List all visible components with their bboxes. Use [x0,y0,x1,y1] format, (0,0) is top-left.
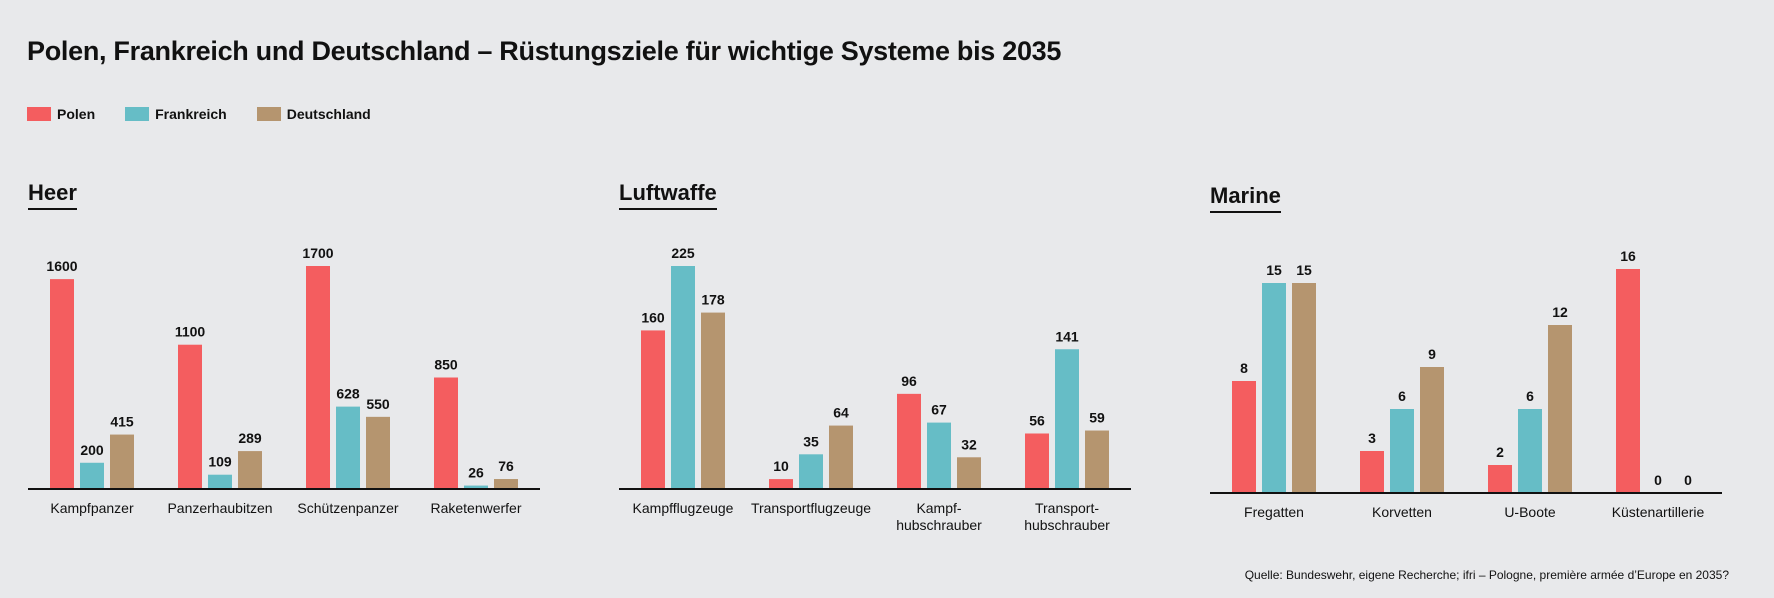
bar-marine-1-2 [1420,367,1444,493]
data-label-marine-3-2: 0 [1684,472,1692,488]
bar-luftwaffe-0-2 [701,312,725,489]
bar-heer-1-1 [208,474,232,489]
category-label-heer-0: Kampfpanzer [50,500,134,516]
data-label-heer-1-0: 1100 [175,324,206,340]
bar-luftwaffe-3-1 [1055,349,1079,489]
data-label-marine-0-2: 15 [1296,262,1312,278]
category-label-heer-2: Schützenpanzer [297,500,399,516]
bar-heer-2-2 [366,416,390,489]
data-label-marine-1-0: 3 [1368,430,1376,446]
data-label-marine-1-2: 9 [1428,346,1436,362]
data-label-heer-3-1: 26 [468,465,484,481]
panel-title-heer: Heer [28,180,77,210]
bar-marine-0-1 [1262,283,1286,493]
data-label-marine-3-0: 16 [1620,248,1636,264]
data-label-heer-1-1: 109 [208,454,232,470]
legend: Polen Frankreich Deutschland [27,106,371,122]
data-label-luftwaffe-2-2: 32 [961,436,977,452]
category-label-heer-1: Panzerhaubitzen [167,500,272,516]
bar-marine-1-1 [1390,409,1414,493]
bar-heer-0-2 [110,434,134,489]
data-label-heer-2-1: 628 [336,386,360,402]
data-label-luftwaffe-3-1: 141 [1055,328,1079,344]
data-label-luftwaffe-1-0: 10 [773,458,789,474]
bar-marine-2-2 [1548,325,1572,493]
bar-marine-3-0 [1616,269,1640,493]
bar-heer-0-1 [80,462,104,489]
data-label-luftwaffe-2-1: 67 [931,402,947,418]
legend-item-polen: Polen [27,106,95,122]
category-label-marine-0: Fregatten [1244,504,1304,520]
bar-marine-1-0 [1360,451,1384,493]
bar-luftwaffe-2-0 [897,393,921,489]
bar-heer-0-0 [50,279,74,489]
data-label-luftwaffe-3-2: 59 [1089,410,1105,426]
bar-luftwaffe-2-1 [927,422,951,489]
legend-label-deutschland: Deutschland [286,106,371,122]
data-label-heer-1-2: 289 [238,430,262,446]
legend-item-deutschland: Deutschland [256,106,371,122]
data-label-heer-0-0: 1600 [46,258,77,274]
legend-swatch-polen [27,107,51,121]
category-label-luftwaffe-2: Kampf-hubschrauber [896,500,982,533]
data-label-marine-1-1: 6 [1398,388,1406,404]
legend-item-frankreich: Frankreich [125,106,227,122]
panel-title-marine: Marine [1210,183,1281,213]
category-label-luftwaffe-1: Transportflugzeuge [751,500,871,516]
data-label-marine-2-0: 2 [1496,444,1504,460]
legend-swatch-frankreich [125,107,150,121]
bar-luftwaffe-1-1 [799,454,823,489]
category-label-heer-3: Raketenwerfer [430,500,521,516]
data-label-luftwaffe-0-0: 160 [641,309,665,325]
bar-heer-3-0 [434,377,458,489]
bar-luftwaffe-1-0 [769,479,793,489]
chart-title: Polen, Frankreich und Deutschland – Rüst… [27,36,1062,66]
data-label-heer-3-0: 850 [434,357,458,373]
legend-label-frankreich: Frankreich [155,106,227,122]
data-label-heer-2-2: 550 [366,396,390,412]
bar-heer-2-0 [306,266,330,489]
bar-marine-0-2 [1292,283,1316,493]
legend-label-polen: Polen [57,106,96,122]
data-label-luftwaffe-1-1: 35 [803,433,819,449]
data-label-marine-2-2: 12 [1552,304,1568,320]
bar-heer-1-2 [238,451,262,489]
data-label-marine-2-1: 6 [1526,388,1534,404]
bar-marine-0-0 [1232,381,1256,493]
data-label-heer-0-1: 200 [80,442,104,458]
category-label-marine-2: U-Boote [1504,504,1556,520]
data-label-luftwaffe-1-2: 64 [833,405,849,421]
bar-luftwaffe-2-2 [957,457,981,489]
bar-heer-3-1 [464,485,488,489]
bar-luftwaffe-3-2 [1085,430,1109,489]
data-label-marine-0-0: 8 [1240,360,1248,376]
data-label-marine-0-1: 15 [1266,262,1282,278]
data-label-luftwaffe-0-1: 225 [671,245,695,261]
bar-marine-2-0 [1488,465,1512,493]
data-label-luftwaffe-2-0: 96 [901,373,917,389]
data-label-marine-3-1: 0 [1654,472,1662,488]
bar-luftwaffe-0-0 [641,330,665,489]
bar-luftwaffe-0-1 [671,266,695,489]
category-label-luftwaffe-0: Kampfflugzeuge [633,500,734,516]
panel-title-luftwaffe: Luftwaffe [619,180,717,210]
bar-heer-2-1 [336,406,360,489]
category-label-marine-1: Korvetten [1372,504,1432,520]
bar-marine-2-1 [1518,409,1542,493]
bar-luftwaffe-1-2 [829,425,853,489]
source-note: Quelle: Bundeswehr, eigene Recherche; if… [1244,568,1729,582]
category-label-luftwaffe-3: Transport-hubschrauber [1024,500,1110,533]
data-label-heer-0-2: 415 [110,414,134,430]
bar-luftwaffe-3-0 [1025,433,1049,489]
data-label-luftwaffe-0-2: 178 [701,292,725,308]
bar-heer-3-2 [494,479,518,489]
data-label-heer-2-0: 1700 [302,245,333,261]
data-label-heer-3-2: 76 [498,458,514,474]
legend-swatch-deutschland [256,107,281,121]
category-label-marine-3: Küstenartillerie [1612,504,1705,520]
data-label-luftwaffe-3-0: 56 [1029,412,1045,428]
bar-heer-1-0 [178,344,202,489]
